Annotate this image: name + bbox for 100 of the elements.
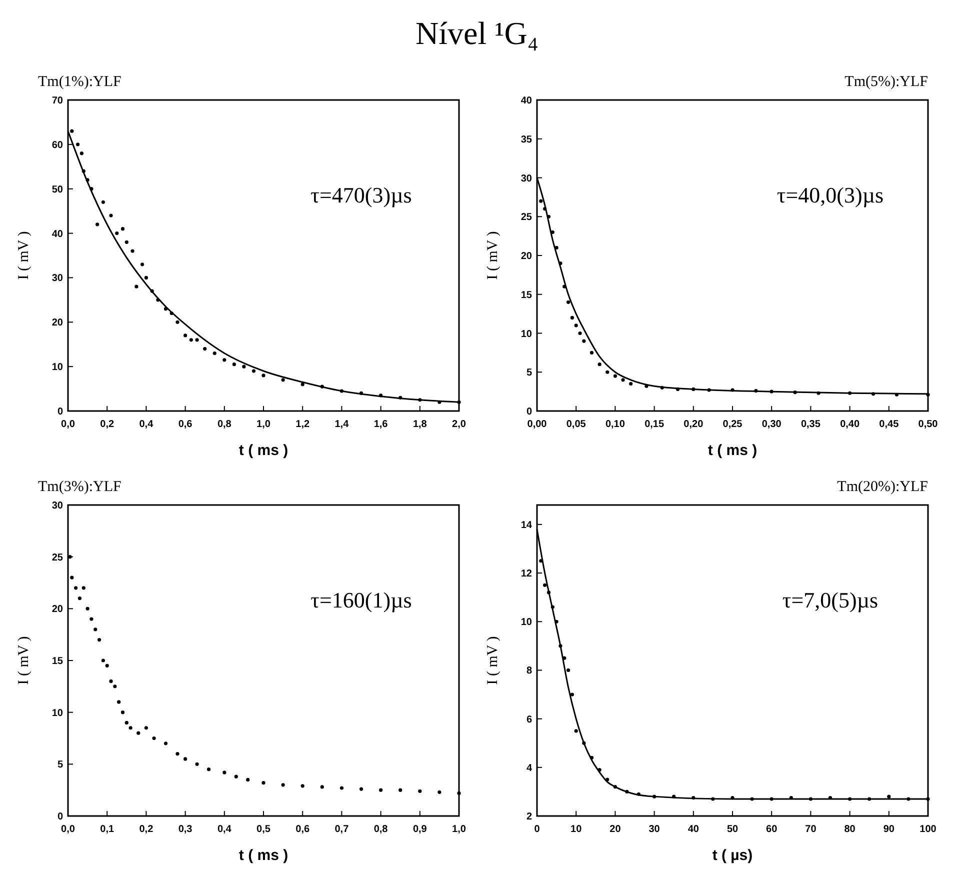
point (262, 374, 266, 378)
y-tick-label: 0 (57, 406, 64, 418)
point (566, 668, 570, 672)
x-tick-label: 0,50 (918, 419, 938, 430)
x-tick-label: 60 (766, 824, 778, 835)
chart-subtitle: Tm(5%):YLF (844, 74, 928, 90)
point (222, 358, 226, 362)
y-tick-label: 70 (52, 96, 64, 106)
point (115, 231, 119, 236)
y-tick-label: 20 (52, 318, 64, 329)
y-tick-label: 60 (52, 140, 64, 151)
point (128, 726, 132, 730)
point (134, 284, 138, 288)
x-axis-title: t ( ms ) (238, 442, 288, 459)
y-tick-label: 5 (57, 760, 64, 771)
x-tick-label: 0,40 (840, 419, 860, 430)
point (570, 316, 574, 320)
point (101, 200, 105, 204)
x-tick-label: 1,6 (374, 419, 388, 430)
point (582, 339, 586, 343)
point (105, 664, 109, 668)
point (140, 262, 144, 266)
x-tick-label: 0,2 (100, 419, 114, 430)
point (606, 370, 610, 374)
x-tick-label: 0,4 (217, 824, 232, 835)
x-tick-label: 0,6 (296, 824, 310, 835)
y-tick-label: 5 (526, 368, 532, 379)
x-tick-label: 1,4 (334, 419, 350, 430)
point (120, 227, 125, 231)
x-tick-label: 1,8 (412, 419, 428, 430)
y-tick-label: 30 (52, 273, 64, 284)
x-tick-label: 1,0 (452, 824, 466, 835)
point (613, 374, 617, 378)
point (109, 679, 113, 684)
y-tick-label: 15 (52, 656, 64, 667)
x-tick-label: 50 (726, 824, 738, 835)
point (130, 249, 134, 253)
point (195, 338, 199, 342)
chart-title: Nível ¹G₄ (416, 15, 538, 51)
y-tick-label: 25 (52, 552, 64, 564)
point (300, 382, 304, 386)
point (621, 378, 625, 382)
point (222, 770, 226, 774)
point (574, 729, 578, 733)
y-tick-label: 30 (520, 173, 532, 184)
x-tick-label: 0,35 (800, 419, 821, 430)
x-tick-label: 70 (805, 824, 817, 835)
point (234, 774, 238, 778)
chart-subtitle: Tm(3%):YLF (38, 479, 122, 495)
x-tick-label: 0,10 (605, 419, 626, 430)
y-tick-label: 10 (52, 708, 64, 719)
point (457, 791, 461, 795)
x-tick-label: 0,2 (139, 824, 154, 835)
chart-subtitle: Tm(1%):YLF (38, 74, 122, 90)
y-tick-label: 25 (520, 212, 532, 224)
y-tick-label: 0 (526, 406, 532, 418)
point (570, 692, 574, 696)
y-tick-label: 6 (526, 714, 532, 726)
point (203, 347, 207, 351)
x-tick-label: 0,7 (334, 824, 350, 835)
point (124, 240, 128, 244)
point (144, 276, 148, 280)
x-tick-label: 0 (534, 824, 540, 835)
y-axis-title: I ( mV ) (485, 231, 501, 280)
point (281, 783, 285, 787)
point (94, 628, 98, 632)
x-tick-label: 40 (688, 824, 700, 835)
point (206, 768, 211, 772)
point (340, 786, 344, 790)
point (90, 617, 94, 621)
point (252, 369, 256, 373)
point (113, 684, 117, 688)
point (232, 362, 236, 366)
y-tick-label: 35 (520, 134, 532, 146)
y-axis-title: I ( mV ) (485, 636, 501, 685)
y-tick-label: 4 (526, 762, 532, 774)
point (164, 742, 168, 746)
annotation: τ=160(1)µs (310, 588, 412, 613)
y-tick-label: 30 (52, 500, 64, 512)
point (887, 794, 891, 798)
y-axis-title: I ( mV ) (16, 636, 32, 685)
point (320, 785, 324, 789)
x-tick-label: 0,4 (139, 419, 154, 430)
annotation: τ=470(3)µs (310, 182, 412, 208)
point (78, 596, 82, 600)
y-tick-label: 40 (520, 96, 532, 106)
annotation: τ=40,0(3)µs (776, 182, 884, 208)
x-tick-label: 0,6 (178, 419, 193, 430)
point (176, 752, 180, 756)
point (184, 334, 188, 338)
point (242, 364, 246, 368)
point (590, 350, 594, 354)
point (74, 586, 78, 590)
point (281, 378, 285, 382)
point (379, 788, 383, 792)
point (418, 789, 422, 793)
x-axis-title: t ( µs) (712, 847, 753, 864)
point (262, 781, 266, 785)
y-tick-label: 0 (57, 812, 64, 822)
y-tick-label: 10 (520, 617, 532, 628)
